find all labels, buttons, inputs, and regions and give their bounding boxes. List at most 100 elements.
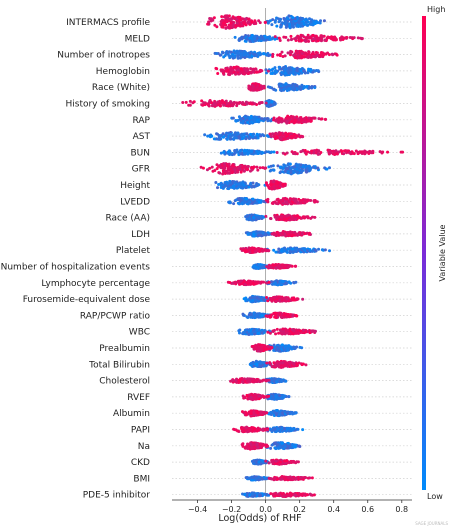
shap-point xyxy=(275,218,279,222)
shap-point xyxy=(306,55,310,59)
shap-point xyxy=(215,52,219,55)
shap-point xyxy=(270,100,274,104)
shap-point xyxy=(297,19,301,22)
shap-point xyxy=(280,50,284,54)
shap-point xyxy=(316,69,320,73)
shap-point xyxy=(229,168,233,172)
shap-point xyxy=(249,70,253,74)
shap-point xyxy=(341,36,345,40)
shap-point xyxy=(278,184,282,188)
shap-point xyxy=(227,53,231,57)
shap-point xyxy=(308,35,312,39)
shap-point xyxy=(335,53,339,57)
shap-point xyxy=(247,249,251,253)
shap-point xyxy=(315,53,319,57)
shap-point xyxy=(264,53,268,57)
shap-point xyxy=(306,71,310,75)
shap-point xyxy=(273,311,277,315)
shap-point xyxy=(304,152,308,156)
shap-point xyxy=(238,71,242,75)
shap-point xyxy=(249,116,253,120)
shap-point xyxy=(232,202,236,206)
feature-swarm xyxy=(226,279,298,287)
shap-point xyxy=(208,99,212,103)
shap-point xyxy=(269,168,273,172)
shap-point xyxy=(228,281,232,285)
shap-point xyxy=(288,251,292,255)
shap-point xyxy=(217,164,221,168)
shap-point xyxy=(266,119,270,123)
feature-swarm xyxy=(251,262,298,270)
shap-point xyxy=(291,332,295,336)
shap-point xyxy=(255,118,259,122)
shap-point xyxy=(275,24,279,28)
shap-point xyxy=(242,21,246,25)
shap-point xyxy=(278,296,282,300)
shap-point xyxy=(288,162,292,166)
shap-point xyxy=(270,150,274,154)
shap-point xyxy=(283,249,287,253)
shap-point xyxy=(232,185,236,189)
shap-point xyxy=(313,200,317,204)
shap-point xyxy=(227,181,231,185)
shap-point xyxy=(267,249,271,253)
shap-point xyxy=(281,54,285,58)
shap-point xyxy=(271,329,275,333)
shap-point xyxy=(301,297,305,301)
shap-point xyxy=(246,232,250,236)
shap-point xyxy=(245,132,249,136)
shap-point xyxy=(309,198,313,202)
shap-point xyxy=(286,247,290,251)
shap-point xyxy=(242,199,246,203)
shap-point xyxy=(237,16,241,20)
shap-point xyxy=(271,132,275,136)
shap-point xyxy=(252,232,256,236)
shap-point xyxy=(262,52,266,56)
shap-point xyxy=(291,169,295,173)
shap-point xyxy=(244,39,248,43)
shap-point xyxy=(236,166,240,170)
feature-swarm xyxy=(241,311,299,320)
shap-point xyxy=(269,217,273,221)
shap-point xyxy=(226,168,230,172)
shap-point xyxy=(262,38,266,42)
shap-point xyxy=(278,165,282,169)
shap-point xyxy=(241,101,245,104)
shap-point xyxy=(327,166,331,170)
shap-point xyxy=(316,166,320,170)
shap-point xyxy=(275,184,279,188)
shap-point xyxy=(220,25,224,29)
shap-point xyxy=(300,21,304,25)
shap-point xyxy=(278,298,282,302)
shap-point xyxy=(245,35,249,39)
shap-point xyxy=(246,115,250,119)
shap-point xyxy=(254,82,258,86)
shap-point xyxy=(221,51,225,55)
shap-point xyxy=(257,297,261,301)
shap-point xyxy=(250,102,254,106)
shap-point xyxy=(239,198,243,202)
shap-point xyxy=(287,84,291,88)
shap-point xyxy=(369,151,373,155)
shap-point xyxy=(231,164,235,168)
shap-point xyxy=(275,327,279,331)
shap-point xyxy=(219,134,223,138)
shap-point xyxy=(284,167,288,171)
shap-point xyxy=(285,346,289,350)
shap-point xyxy=(289,202,293,206)
shap-point xyxy=(236,131,240,135)
shap-point xyxy=(348,36,352,40)
shap-point xyxy=(305,166,309,170)
shap-point xyxy=(257,19,261,23)
shap-point xyxy=(306,216,310,220)
shap-point xyxy=(242,183,246,187)
shap-point xyxy=(240,282,244,286)
shap-point xyxy=(349,152,353,156)
shap-point xyxy=(276,17,280,21)
shap-point xyxy=(323,38,327,42)
shap-point xyxy=(297,21,301,25)
shap-point xyxy=(212,137,216,141)
shap-point xyxy=(311,33,315,37)
shap-point xyxy=(264,101,268,105)
shap-point xyxy=(257,150,261,154)
